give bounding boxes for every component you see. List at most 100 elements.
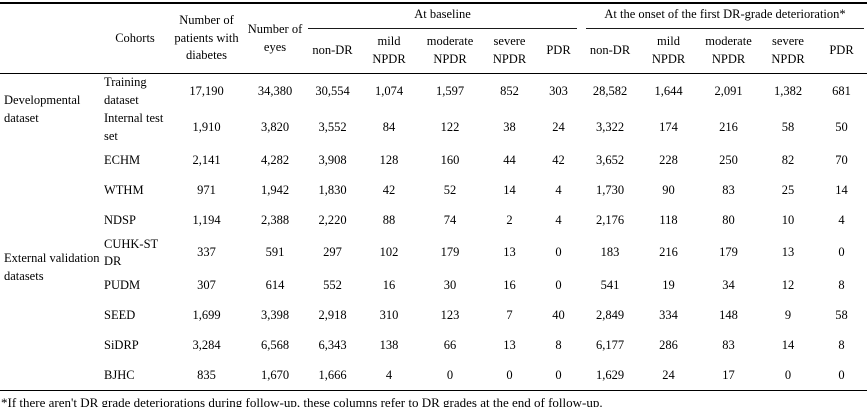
header-onset-non-dr: non-DR (589, 43, 631, 57)
cell-baseline-severe: 13 (503, 245, 516, 260)
cohort-name: ECHM (104, 152, 141, 167)
cell-baseline-pdr: 8 (555, 337, 562, 352)
cell-baseline-non-dr: 297 (323, 245, 342, 260)
cell-patients: 971 (197, 182, 216, 197)
cell-onset-pdr: 0 (816, 360, 867, 391)
cell-baseline-mild: 1,074 (360, 73, 418, 110)
cell-baseline-moderate: 123 (440, 307, 460, 322)
cell-baseline-severe: 2 (506, 212, 513, 227)
cell-baseline-moderate: 0 (418, 360, 482, 391)
cell-onset-moderate: 216 (719, 119, 738, 134)
cell-baseline-mild: 128 (379, 152, 399, 167)
cell-baseline-pdr: 0 (555, 277, 562, 292)
cell-baseline-non-dr: 30,554 (305, 73, 360, 110)
cell-onset-severe: 82 (781, 152, 795, 167)
table-row-pudm: PUDM 307 614 552 16 30 16 0 541 19 34 12… (0, 271, 867, 301)
cohort-name: SEED (104, 307, 136, 322)
cell-onset-mild: 228 (659, 152, 678, 167)
cell-onset-severe: 10 (781, 212, 795, 227)
cohort-name: CUHK-ST DR (104, 236, 158, 269)
cell-baseline-non-dr: 1,666 (305, 360, 360, 391)
table-row-training: Developmental dataset Training dataset 1… (0, 73, 867, 146)
cell-onset-moderate: 179 (719, 245, 738, 260)
header-spanner-row: Cohorts Number of patients with diabetes… (0, 2, 867, 74)
cohort-name: Training dataset (102, 73, 168, 110)
cell-onset-non-dr: 2,849 (595, 307, 625, 322)
header-num-patients: Number of patients with diabetes (168, 2, 245, 74)
row-group-developmental: Developmental dataset (0, 73, 102, 146)
cell-patients: 17,190 (168, 73, 245, 110)
cell-onset-moderate: 83 (722, 182, 735, 197)
header-baseline-moderate-npdr: moderate NPDR (426, 34, 474, 66)
cell-onset-mild: 216 (659, 245, 678, 260)
cell-onset-non-dr: 1,730 (595, 182, 625, 197)
cell-onset-mild: 1,644 (640, 73, 698, 110)
cell-onset-mild: 334 (659, 307, 678, 322)
cell-onset-mild: 174 (659, 119, 678, 134)
cell-baseline-pdr: 0 (537, 360, 581, 391)
table-row-seed: SEED 1,699 3,398 2,918 310 123 7 40 2,84… (0, 301, 867, 331)
header-num-eyes: Number of eyes (245, 2, 305, 74)
cell-baseline-mild: 138 (379, 337, 399, 352)
cell-baseline-severe: 7 (506, 307, 513, 322)
cell-baseline-moderate: 160 (440, 152, 460, 167)
cell-baseline-moderate: 52 (443, 182, 457, 197)
cell-patients: 835 (168, 360, 245, 391)
cell-onset-non-dr: 3,322 (595, 119, 625, 134)
cell-onset-severe: 25 (781, 182, 795, 197)
cell-baseline-pdr: 4 (555, 182, 562, 197)
cohort-name: WTHM (104, 182, 144, 197)
at-onset-label: At the onset of the first DR-grade deter… (586, 5, 865, 29)
table-row-ndsp: NDSP 1,194 2,388 2,220 88 74 2 4 2,176 1… (0, 206, 867, 236)
table-footnote: *If there aren't DR grade deteriorations… (1, 395, 603, 407)
header-onset-pdr: PDR (829, 43, 854, 57)
cell-onset-non-dr: 1,629 (580, 360, 641, 391)
cell-baseline-pdr: 24 (552, 119, 565, 134)
cell-onset-non-dr: 183 (600, 245, 620, 260)
cell-baseline-pdr: 303 (537, 73, 581, 110)
cell-eyes: 6,568 (260, 337, 290, 352)
header-onset-mild-npdr: mild NPDR (651, 34, 686, 66)
cell-baseline-moderate: 66 (443, 337, 457, 352)
cell-onset-non-dr: 541 (600, 277, 620, 292)
cell-onset-severe: 13 (781, 245, 795, 260)
cell-onset-severe: 12 (781, 277, 795, 292)
cell-baseline-non-dr: 6,343 (318, 337, 347, 352)
cell-eyes: 34,380 (245, 73, 305, 110)
row-group-external-validation: External validation datasets (0, 145, 102, 391)
cell-baseline-non-dr: 2,918 (318, 307, 347, 322)
cell-onset-mild: 118 (659, 212, 678, 227)
cell-patients: 337 (197, 245, 216, 260)
cell-baseline-mild: 88 (382, 212, 396, 227)
table-row-sidrp: SiDRP 3,284 6,568 6,343 138 66 13 8 6,17… (0, 331, 867, 361)
header-baseline-severe-npdr: severe NPDR (492, 34, 527, 66)
cell-baseline-severe: 13 (503, 337, 516, 352)
cell-onset-pdr: 4 (838, 212, 845, 227)
cell-onset-mild: 24 (640, 360, 698, 391)
cell-eyes: 1,942 (260, 182, 290, 197)
cell-onset-mild: 286 (659, 337, 678, 352)
cell-eyes: 3,820 (260, 119, 290, 134)
cell-onset-severe: 58 (781, 119, 795, 134)
cell-baseline-pdr: 40 (552, 307, 565, 322)
header-baseline-mild-npdr: mild NPDR (372, 34, 406, 66)
cell-onset-pdr: 58 (835, 307, 848, 322)
cell-patients: 307 (197, 277, 216, 292)
cell-onset-pdr: 681 (816, 73, 867, 110)
cell-onset-pdr: 14 (835, 182, 848, 197)
cell-patients: 1,194 (192, 212, 221, 227)
table-header: Cohorts Number of patients with diabetes… (0, 2, 867, 74)
cell-baseline-moderate: 30 (443, 277, 457, 292)
header-grades-row: non-DR mild NPDR moderate NPDR severe NP… (0, 29, 867, 74)
cell-onset-pdr: 70 (835, 152, 848, 167)
cell-baseline-severe: 0 (482, 360, 537, 391)
cell-eyes: 4,282 (260, 152, 290, 167)
cell-baseline-mild: 42 (382, 182, 396, 197)
cell-onset-pdr: 8 (838, 277, 845, 292)
header-cohorts: Cohorts (102, 2, 168, 74)
table-row-echm: External validation datasets ECHM 2,141 … (0, 145, 867, 391)
cell-onset-pdr: 0 (838, 245, 845, 260)
cohort-name: Internal test set (104, 111, 164, 143)
cell-baseline-severe: 38 (503, 119, 516, 134)
cell-baseline-severe: 44 (503, 152, 516, 167)
